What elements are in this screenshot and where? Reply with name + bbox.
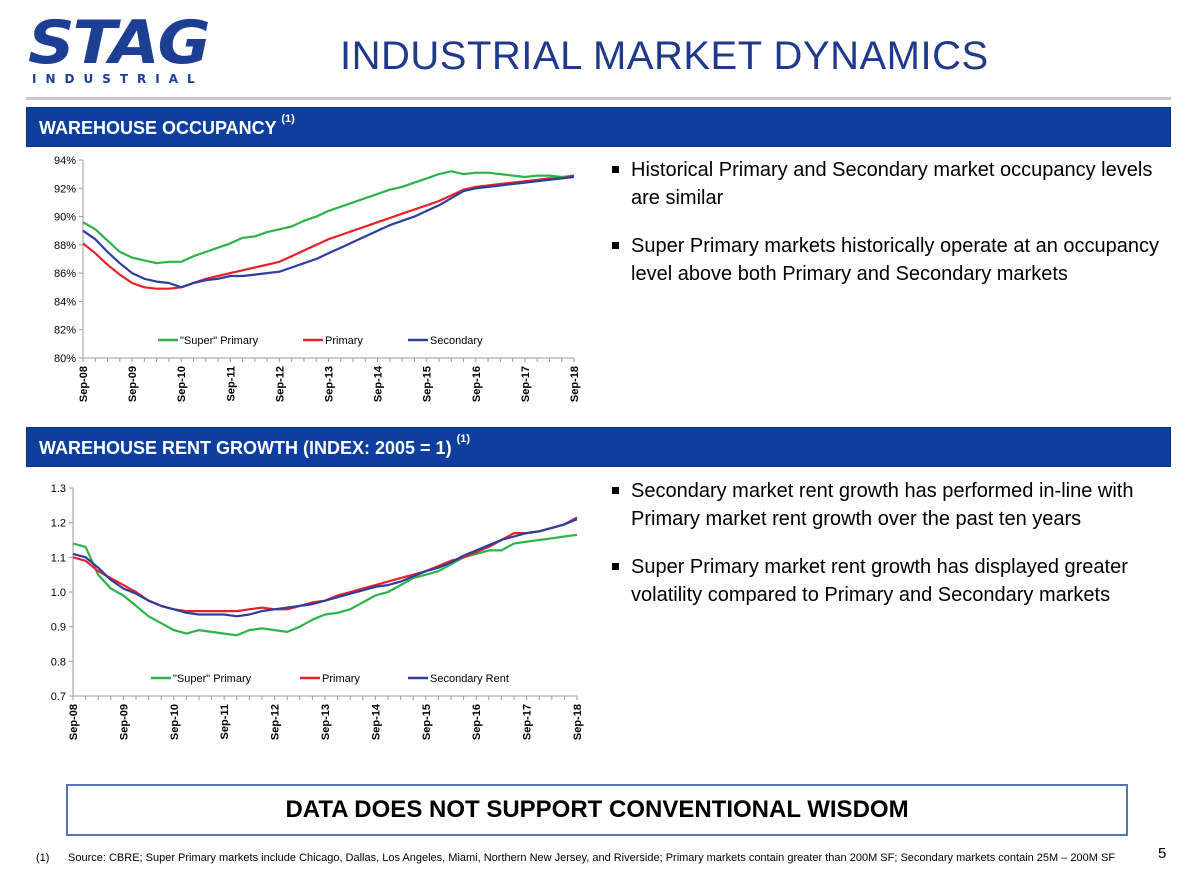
- bullet-item: Historical Primary and Secondary market …: [608, 156, 1168, 212]
- footnote-number: (1): [36, 852, 50, 864]
- y-tick-label: 94%: [54, 155, 76, 167]
- x-tick-label: Sep-08: [68, 704, 80, 740]
- callout-box: DATA DOES NOT SUPPORT CONVENTIONAL WISDO…: [66, 784, 1128, 836]
- logo-wordmark: STAG: [28, 8, 211, 78]
- x-tick-label: Sep-08: [78, 366, 90, 402]
- legend-label: Secondary: [430, 335, 483, 347]
- x-tick-label: Sep-09: [127, 366, 139, 402]
- bullets-rent-growth: Secondary market rent growth has perform…: [608, 477, 1168, 629]
- x-tick-label: Sep-12: [274, 366, 286, 402]
- section-heading-text: WAREHOUSE OCCUPANCY: [39, 118, 277, 138]
- series-line: [82, 174, 575, 290]
- y-tick-label: 88%: [54, 240, 76, 252]
- section-header-rent-growth: WAREHOUSE RENT GROWTH (INDEX: 2005 = 1) …: [26, 427, 1171, 467]
- occupancy-chart: 94% 92% 90% 88% 86% 84% 82% 80%Sep-08 Sep-09 Sep-…: [54, 155, 581, 402]
- logo-subtitle: INDUSTRIAL: [32, 72, 204, 86]
- x-tick-label: Sep-18: [569, 366, 581, 402]
- y-tick-label: 1.0: [51, 587, 66, 599]
- page-number: 5: [1158, 845, 1167, 862]
- y-tick-label: 84%: [54, 296, 76, 308]
- page-title: INDUSTRIAL MARKET DYNAMICS: [340, 34, 989, 78]
- bullet-item: Super Primary market rent growth has dis…: [608, 553, 1168, 609]
- stag-logo: STAG INDUSTRIAL: [28, 8, 211, 88]
- x-tick-label: Sep-14: [373, 365, 385, 402]
- x-tick-label: Sep-18: [572, 704, 584, 740]
- legend-label: Secondary Rent: [430, 673, 509, 685]
- y-tick-label: 1.1: [51, 552, 66, 564]
- x-tick-label: Sep-14: [370, 703, 382, 740]
- source-footnote: (1) Source: CBRE; Super Primary markets i…: [36, 852, 1115, 864]
- y-tick-label: 90%: [54, 212, 76, 224]
- y-tick-label: 92%: [54, 183, 76, 195]
- x-tick-label: Sep-16: [471, 366, 483, 402]
- footnote-text: Source: CBRE; Super Primary markets incl…: [68, 852, 1116, 864]
- series-line: [72, 518, 578, 618]
- series-line: [72, 516, 578, 613]
- y-tick-label: 1.3: [51, 483, 66, 495]
- bullets-occupancy: Historical Primary and Secondary market …: [608, 156, 1168, 308]
- x-tick-label: Sep-16: [471, 704, 483, 740]
- x-tick-label: Sep-10: [176, 366, 188, 402]
- bullet-item: Secondary market rent growth has perform…: [608, 477, 1168, 533]
- section-heading-text: WAREHOUSE RENT GROWTH (INDEX: 2005 = 1): [39, 438, 452, 458]
- footnote-ref: (1): [281, 113, 295, 125]
- legend-label: Primary: [322, 673, 360, 685]
- legend-label: Primary: [325, 335, 363, 347]
- series-line: [82, 175, 575, 289]
- x-tick-label: Sep-11: [225, 366, 237, 401]
- y-tick-label: 86%: [54, 268, 76, 280]
- bullet-item: Super Primary markets historically opera…: [608, 232, 1168, 288]
- header-divider: [26, 97, 1171, 100]
- x-tick-label: Sep-13: [324, 366, 336, 402]
- x-tick-label: Sep-15: [422, 366, 434, 402]
- x-tick-label: Sep-11: [219, 704, 231, 739]
- series-line: [82, 170, 575, 265]
- legend-label: "Super" Primary: [173, 673, 252, 685]
- x-tick-label: Sep-17: [522, 704, 534, 740]
- x-tick-label: Sep-13: [320, 704, 332, 740]
- series-line: [72, 533, 578, 637]
- y-tick-label: 80%: [54, 353, 76, 365]
- y-tick-label: 0.8: [51, 656, 66, 668]
- y-tick-label: 0.9: [51, 622, 66, 634]
- y-tick-label: 82%: [54, 325, 76, 337]
- y-tick-label: 1.2: [51, 518, 66, 530]
- section-header-occupancy: WAREHOUSE OCCUPANCY (1): [26, 107, 1171, 147]
- x-tick-label: Sep-09: [118, 704, 130, 740]
- x-tick-label: Sep-12: [270, 704, 282, 740]
- y-tick-label: 0.7: [51, 691, 66, 703]
- legend-label: "Super" Primary: [180, 335, 259, 347]
- x-tick-label: Sep-15: [421, 704, 433, 740]
- x-tick-label: Sep-17: [520, 366, 532, 402]
- footnote-ref: (1): [456, 433, 471, 445]
- x-tick-label: Sep-10: [169, 704, 181, 740]
